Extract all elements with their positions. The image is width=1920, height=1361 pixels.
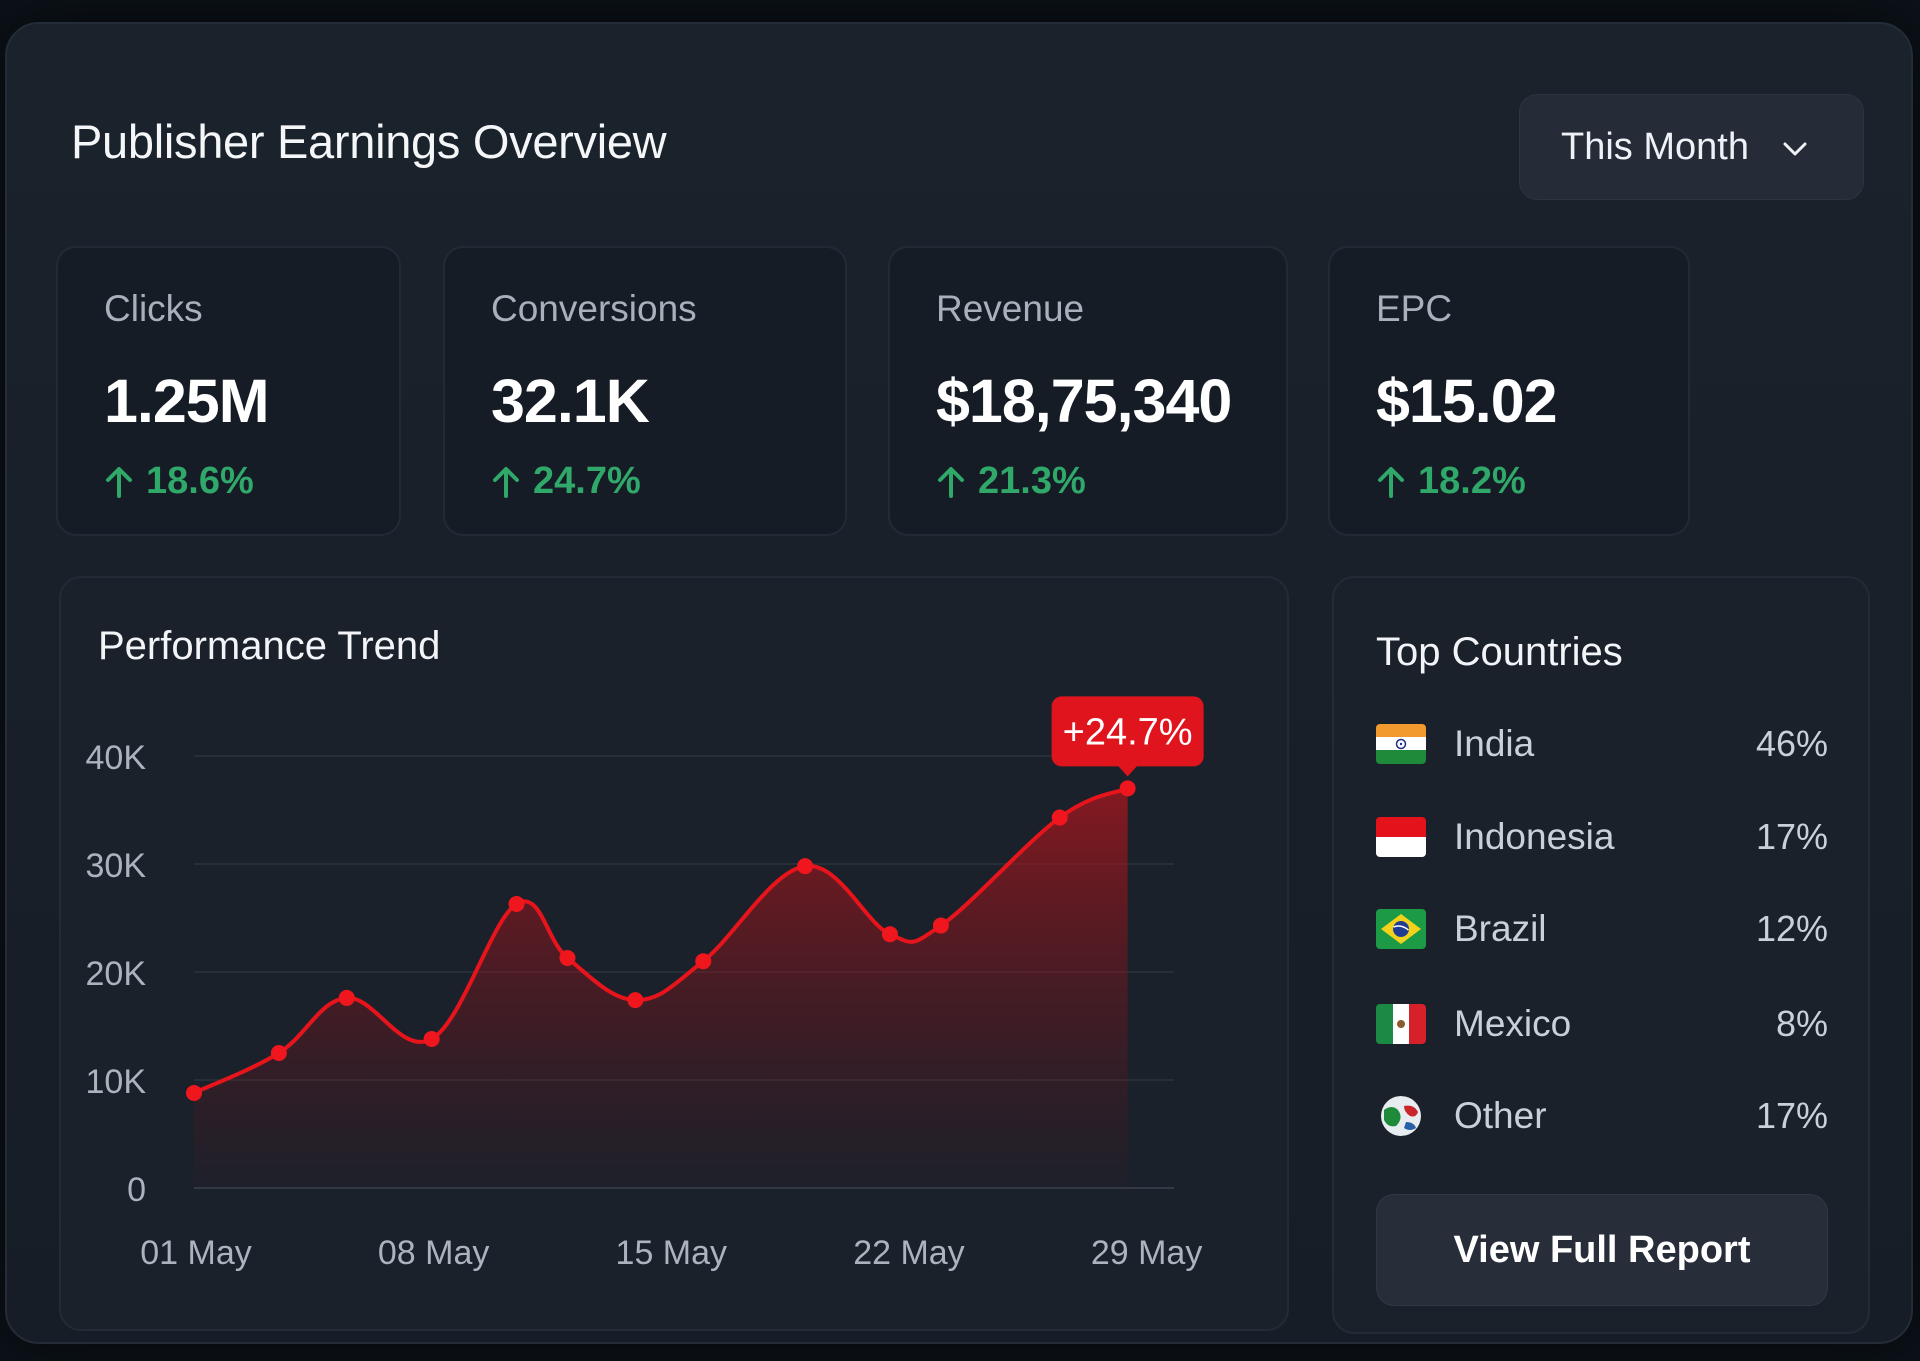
kpi-value: $18,75,340 xyxy=(936,367,1232,435)
top-countries-card: Top Countries India 46% Indonesia 17% Br… xyxy=(1332,576,1870,1334)
data-point[interactable] xyxy=(695,953,712,970)
mexico-flag-icon xyxy=(1376,1004,1426,1044)
x-tick-label: 29 May xyxy=(1091,1234,1203,1272)
kpi-delta-value: 18.6% xyxy=(146,460,254,502)
country-percent: 8% xyxy=(1775,1003,1828,1044)
country-percent: 17% xyxy=(1755,1095,1828,1136)
data-point[interactable] xyxy=(1119,780,1136,797)
data-point[interactable] xyxy=(186,1084,202,1101)
kpi-delta: 18.2% xyxy=(1376,460,1526,503)
trend-badge-label: +24.7% xyxy=(1063,711,1193,753)
arrow-up-icon xyxy=(493,466,519,498)
data-point[interactable] xyxy=(627,992,644,1009)
kpi-delta: 18.6% xyxy=(104,460,254,503)
arrow-up-icon xyxy=(1378,466,1404,498)
kpi-card-epc: EPC $15.02 18.2% xyxy=(1328,246,1690,536)
kpi-value: 1.25M xyxy=(104,367,270,435)
country-percent: 12% xyxy=(1755,908,1828,949)
y-tick-label: 10K xyxy=(86,1063,147,1101)
kpi-value: $15.02 xyxy=(1376,367,1558,435)
kpi-card-revenue: Revenue $18,75,340 21.3% xyxy=(888,246,1288,536)
earnings-overview-panel: Publisher Earnings Overview This Month C… xyxy=(5,22,1913,1344)
y-tick-label: 20K xyxy=(86,955,147,993)
data-point[interactable] xyxy=(508,895,525,912)
country-name: Mexico xyxy=(1454,1003,1572,1044)
x-tick-label: 01 May xyxy=(140,1234,252,1272)
y-tick-label: 30K xyxy=(86,847,147,885)
trend-badge: +24.7% xyxy=(1051,696,1204,777)
india-flag-icon xyxy=(1376,724,1426,764)
country-name: Indonesia xyxy=(1454,816,1615,857)
indonesia-flag-icon xyxy=(1376,817,1426,857)
period-dropdown-label: This Month xyxy=(1561,125,1749,168)
data-point[interactable] xyxy=(423,1030,440,1047)
arrow-up-icon xyxy=(938,466,964,498)
x-tick-label: 15 May xyxy=(616,1234,728,1272)
arrow-up-icon xyxy=(106,466,132,498)
countries-title: Top Countries xyxy=(1376,630,1623,674)
data-point[interactable] xyxy=(338,989,355,1006)
country-row-other: Other 17% xyxy=(1376,1091,1828,1141)
data-point[interactable] xyxy=(559,949,576,966)
country-name: India xyxy=(1454,723,1535,764)
country-name: Other xyxy=(1454,1095,1547,1136)
country-row-india: India 46% xyxy=(1376,719,1828,769)
page-title: Publisher Earnings Overview xyxy=(71,115,667,168)
kpi-label: Revenue xyxy=(936,288,1085,329)
data-point[interactable] xyxy=(270,1045,287,1061)
globe-icon xyxy=(1381,1096,1421,1136)
x-tick-label: 08 May xyxy=(378,1234,490,1272)
kpi-card-conversions: Conversions 32.1K 24.7% xyxy=(443,246,847,536)
period-dropdown[interactable]: This Month xyxy=(1519,94,1864,200)
kpi-delta: 24.7% xyxy=(491,460,641,503)
chevron-down-icon xyxy=(1783,142,1807,156)
y-tick-label: 0 xyxy=(127,1171,146,1209)
performance-trend-chart: 0 10K 20K 30K 40K 01 May 08 May 15 May 22 May 29 … xyxy=(86,696,1204,1272)
view-full-report-button[interactable]: View Full Report xyxy=(1376,1194,1828,1306)
kpi-delta: 21.3% xyxy=(936,460,1086,503)
country-row-mexico: Mexico 8% xyxy=(1376,999,1828,1049)
kpi-value: 32.1K xyxy=(491,367,650,435)
kpi-label: Conversions xyxy=(491,288,697,329)
kpi-card-clicks: Clicks 1.25M 18.6% xyxy=(56,246,401,536)
y-tick-label: 40K xyxy=(86,739,147,777)
x-tick-label: 22 May xyxy=(853,1234,965,1272)
country-percent: 17% xyxy=(1755,816,1828,857)
data-point[interactable] xyxy=(881,926,898,943)
data-point[interactable] xyxy=(932,917,949,934)
performance-trend-card: Performance Trend 0 10K 20K 30K 40K 01 May 08 … xyxy=(59,576,1289,1331)
kpi-label: EPC xyxy=(1376,288,1453,329)
country-row-indonesia: Indonesia 17% xyxy=(1376,812,1828,862)
data-point[interactable] xyxy=(797,858,814,875)
kpi-delta-value: 18.2% xyxy=(1418,460,1526,502)
country-row-brazil: Brazil 12% xyxy=(1376,904,1828,954)
country-percent: 46% xyxy=(1755,723,1828,764)
brazil-flag-icon xyxy=(1376,909,1426,949)
kpi-delta-value: 21.3% xyxy=(978,460,1086,502)
kpi-label: Clicks xyxy=(104,288,203,329)
chart-title: Performance Trend xyxy=(98,624,441,668)
country-name: Brazil xyxy=(1454,908,1547,949)
trend-area-fill xyxy=(194,788,1128,1188)
kpi-delta-value: 24.7% xyxy=(533,460,641,502)
data-point[interactable] xyxy=(1051,809,1068,826)
